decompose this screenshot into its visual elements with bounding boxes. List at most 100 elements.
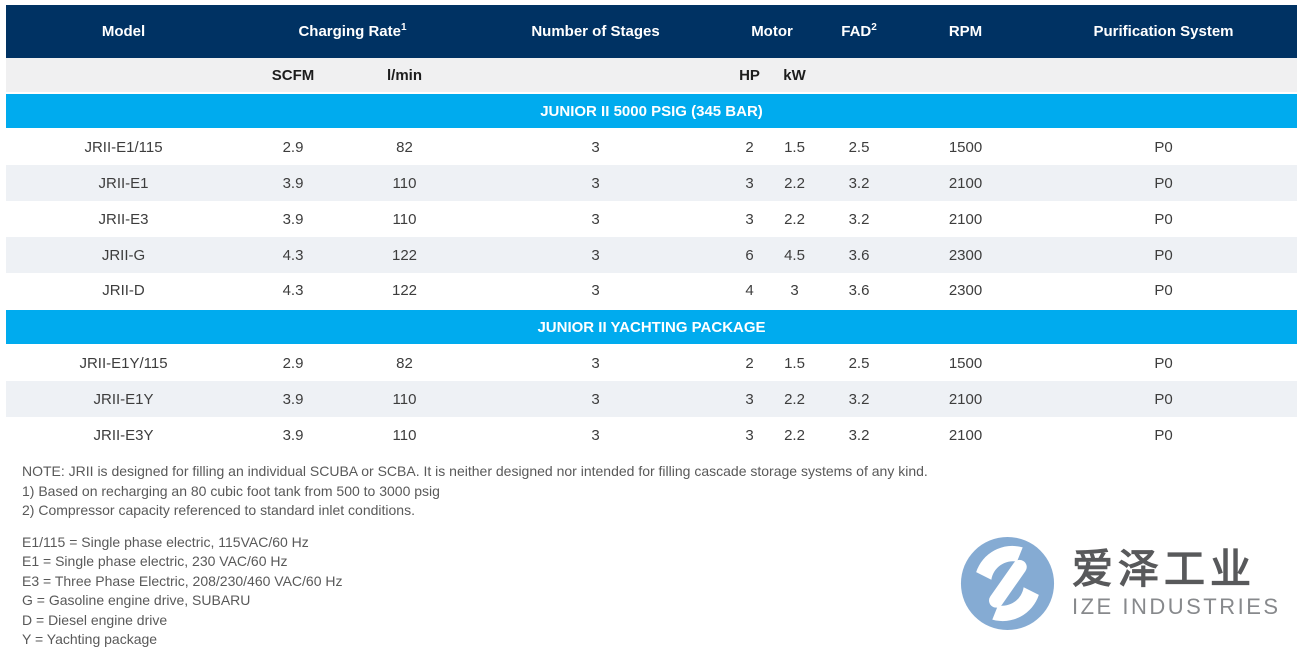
table-cell: 2.9 xyxy=(241,345,345,381)
subheader-scfm: SCFM xyxy=(241,58,345,93)
table-cell: 3 xyxy=(772,273,818,309)
note-line: 1) Based on recharging an 80 cubic foot … xyxy=(22,482,440,499)
table-cell: 2100 xyxy=(901,417,1031,453)
table-cell: 2300 xyxy=(901,273,1031,309)
table-cell: 3 xyxy=(464,129,728,165)
table-cell: 4 xyxy=(727,273,773,309)
table-subheader-row: SCFM l/min HP kW xyxy=(6,58,1298,93)
table-cell: 2100 xyxy=(901,165,1031,201)
spec-table: Model Charging Rate1 Number of Stages Mo… xyxy=(6,5,1298,453)
table-cell: 2100 xyxy=(901,381,1031,417)
table-cell: JRII-E1 xyxy=(6,165,241,201)
note-line: 2) Compressor capacity referenced to sta… xyxy=(22,502,415,518)
table-cell: 2.5 xyxy=(817,129,902,165)
table-cell: JRII-E1Y/115 xyxy=(6,345,241,381)
table-cell: 3 xyxy=(727,381,773,417)
table-cell: 3.2 xyxy=(817,381,902,417)
section-header-row: JUNIOR II 5000 PSIG (345 BAR) xyxy=(6,92,1298,130)
table-cell: 4.5 xyxy=(772,237,818,273)
table-body: JUNIOR II 5000 PSIG (345 BAR) JRII-E1/115… xyxy=(6,92,1298,453)
table-cell: 110 xyxy=(345,201,465,237)
table-cell: JRII-E3Y xyxy=(6,417,241,453)
subheader-blank xyxy=(817,58,902,93)
table-cell: 2.2 xyxy=(772,417,818,453)
table-cell: P0 xyxy=(1030,381,1298,417)
col-header-fad: FAD2 xyxy=(817,5,902,58)
subheader-kw: kW xyxy=(772,58,818,93)
footnote-marker-1: 1 xyxy=(400,22,407,33)
table-cell: 3.2 xyxy=(817,417,902,453)
legend-line: Y = Yachting package xyxy=(22,631,158,647)
subheader-blank xyxy=(1030,58,1298,93)
table-cell: 4.3 xyxy=(241,237,345,273)
table-cell: 2.2 xyxy=(772,165,818,201)
table-header-row: Model Charging Rate1 Number of Stages Mo… xyxy=(6,5,1298,58)
table-row: JRII-E1 3.9 110 3 3 2.2 3.2 2100 P0 xyxy=(6,165,1298,201)
logo-english-name: IZE INDUSTRIES xyxy=(1072,594,1281,620)
table-cell: JRII-E1Y xyxy=(6,381,241,417)
table-row: JRII-G 4.3 122 3 6 4.5 3.6 2300 P0 xyxy=(6,237,1298,273)
table-cell: P0 xyxy=(1030,201,1298,237)
table-cell: P0 xyxy=(1030,345,1298,381)
subheader-blank xyxy=(6,58,241,93)
table-cell: 3 xyxy=(464,165,728,201)
table-cell: 3.9 xyxy=(241,201,345,237)
table-cell: 2 xyxy=(727,129,773,165)
table-cell: 3 xyxy=(464,345,728,381)
table-cell: P0 xyxy=(1030,165,1298,201)
footnote-marker-2: 2 xyxy=(871,22,877,33)
table-cell: 2 xyxy=(727,345,773,381)
table-cell: 3.9 xyxy=(241,417,345,453)
table-cell: 2.5 xyxy=(817,345,902,381)
table-cell: JRII-G xyxy=(6,237,241,273)
col-header-model: Model xyxy=(6,5,241,58)
table-cell: 2300 xyxy=(901,237,1031,273)
table-cell: 110 xyxy=(345,417,465,453)
table-cell: 1.5 xyxy=(772,129,818,165)
table-cell: 2.9 xyxy=(241,129,345,165)
col-header-motor: Motor xyxy=(727,5,818,58)
table-row: JRII-E1Y/115 2.9 82 3 2 1.5 2.5 1500 P0 xyxy=(6,345,1298,381)
section-title: JUNIOR II YACHTING PACKAGE xyxy=(6,308,1298,346)
table-cell: 3 xyxy=(464,237,728,273)
table-row: JRII-E3Y 3.9 110 3 3 2.2 3.2 2100 P0 xyxy=(6,417,1298,453)
legend-line: E1/115 = Single phase electric, 115VAC/6… xyxy=(22,533,309,550)
table-row: JRII-E1/115 2.9 82 3 2 1.5 2.5 1500 P0 xyxy=(6,129,1298,165)
table-cell: 3 xyxy=(464,417,728,453)
note-line: NOTE: JRII is designed for filling an in… xyxy=(22,463,928,479)
charging-rate-label: Charging Rate xyxy=(298,23,401,40)
table-cell: 3 xyxy=(464,273,728,309)
table-cell: P0 xyxy=(1030,273,1298,309)
table-row: JRII-E3 3.9 110 3 3 2.2 3.2 2100 P0 xyxy=(6,201,1298,237)
table-cell: 2.2 xyxy=(772,381,818,417)
col-header-stages: Number of Stages xyxy=(464,5,728,58)
table-cell: JRII-E3 xyxy=(6,201,241,237)
table-cell: 3.6 xyxy=(817,273,902,309)
table-cell: 3.6 xyxy=(817,237,902,273)
table-cell: 1500 xyxy=(901,345,1031,381)
table-cell: 1500 xyxy=(901,129,1031,165)
table-row: JRII-E1Y 3.9 110 3 3 2.2 3.2 2100 P0 xyxy=(6,381,1298,417)
table-cell: 122 xyxy=(345,273,465,309)
subheader-blank xyxy=(464,58,728,93)
col-header-purification: Purification System xyxy=(1030,5,1298,58)
table-row: JRII-D 4.3 122 3 4 3 3.6 2300 P0 xyxy=(6,273,1298,309)
table-cell: 3.9 xyxy=(241,165,345,201)
table-cell: P0 xyxy=(1030,417,1298,453)
fad-label: FAD xyxy=(841,23,872,40)
subheader-hp: HP xyxy=(727,58,773,93)
col-header-rpm: RPM xyxy=(901,5,1031,58)
table-cell: 3 xyxy=(727,201,773,237)
table-cell: 82 xyxy=(345,345,465,381)
table-cell: 82 xyxy=(345,129,465,165)
subheader-blank xyxy=(901,58,1031,93)
logo-chinese-name: 爱泽工业 xyxy=(1072,546,1256,593)
table-cell: 110 xyxy=(345,381,465,417)
table-cell: 122 xyxy=(345,237,465,273)
legend-line: E1 = Single phase electric, 230 VAC/60 H… xyxy=(22,553,288,569)
table-cell: 6 xyxy=(727,237,773,273)
table-cell: 3 xyxy=(727,417,773,453)
table-cell: 3.2 xyxy=(817,165,902,201)
legend-line: E3 = Three Phase Electric, 208/230/460 V… xyxy=(22,572,343,589)
table-cell: 3 xyxy=(727,165,773,201)
